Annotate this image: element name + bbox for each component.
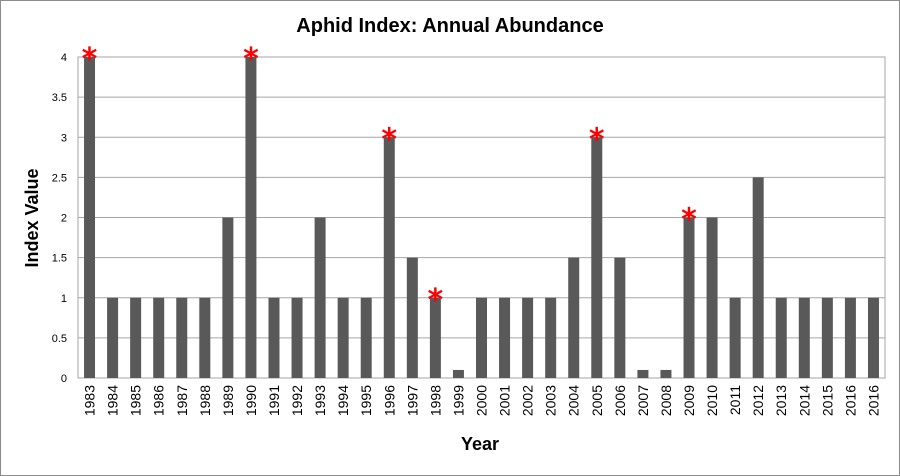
- bar-1987: [176, 297, 188, 378]
- bar-2007: [637, 369, 649, 378]
- bar-1992: [291, 297, 303, 378]
- x-tick-label: 1996: [381, 385, 397, 416]
- x-tick-label: 1988: [197, 385, 213, 416]
- x-tick-label: 2012: [750, 385, 766, 416]
- bar-2015: [821, 297, 833, 378]
- bar-2016: [867, 297, 879, 378]
- x-tick-label: 2014: [796, 385, 812, 416]
- significance-star: *: [243, 42, 259, 77]
- y-tick-label: 3: [61, 132, 67, 144]
- bar-2013: [775, 297, 787, 378]
- bar-2004: [568, 257, 580, 378]
- x-tick-label: 2010: [704, 385, 720, 416]
- bar-2006: [614, 257, 626, 378]
- x-tick-labels: 1983 1984 1985 1986 1987 1988 1989 1990 1991 1992…: [82, 385, 882, 416]
- x-tick-label: 1989: [220, 385, 236, 416]
- x-tick-label: 2003: [543, 385, 559, 416]
- x-tick-label: 2015: [819, 385, 835, 416]
- y-axis-title: Index Value: [22, 168, 42, 267]
- bar-2016: [844, 297, 856, 378]
- x-tick-label: 1995: [358, 385, 374, 416]
- bar-1989: [222, 217, 234, 378]
- x-tick-label: 1994: [335, 385, 351, 416]
- significance-star: *: [428, 283, 444, 318]
- x-tick-label: 2001: [497, 385, 513, 416]
- x-tick-label: 2013: [773, 385, 789, 416]
- chart-title: Aphid Index: Annual Abundance: [296, 15, 603, 37]
- y-tick-label: 2: [61, 213, 67, 225]
- x-tick-label: 2004: [566, 385, 582, 416]
- bar-2008: [660, 369, 672, 378]
- significance-star: *: [82, 42, 98, 77]
- x-tick-label: 1990: [243, 385, 259, 416]
- bar-1997: [406, 257, 418, 378]
- bar-1998: [429, 297, 441, 378]
- x-tick-label: 2011: [727, 385, 743, 415]
- x-tick-label: 2016: [842, 385, 858, 416]
- y-tick-label: 4: [61, 52, 67, 64]
- significance-star: *: [589, 122, 605, 157]
- bar-2010: [706, 217, 718, 378]
- bar-1993: [314, 217, 326, 378]
- bar-1985: [130, 297, 142, 378]
- bar-1988: [199, 297, 211, 378]
- significance-markers: * * * * * *: [82, 42, 697, 318]
- bar-1999: [452, 369, 464, 378]
- x-axis-title: Year: [461, 434, 499, 454]
- bar-2000: [476, 297, 487, 378]
- x-tick-label: 2002: [520, 385, 536, 416]
- bar-1990: [245, 57, 257, 378]
- bar-2012: [752, 177, 764, 378]
- y-tick-label: 0.5: [52, 333, 67, 345]
- x-tick-label: 1987: [174, 385, 190, 416]
- x-tick-label: 1992: [289, 385, 305, 416]
- significance-star: *: [381, 122, 397, 157]
- bar-1984: [107, 297, 119, 378]
- x-tick-label: 1991: [266, 385, 282, 416]
- x-tick-label: 2009: [681, 385, 697, 416]
- bar-2003: [545, 297, 557, 378]
- x-tick-label: 1993: [312, 385, 328, 416]
- bar-2002: [522, 297, 534, 378]
- x-tick-label: 1984: [105, 385, 121, 416]
- x-tick-label: 2000: [474, 385, 490, 416]
- x-tick-label: 1985: [128, 385, 144, 416]
- bar-1995: [360, 297, 372, 378]
- bar-2014: [798, 297, 810, 378]
- y-tick-label: 3.5: [52, 92, 67, 104]
- significance-star: *: [681, 203, 697, 238]
- bar-1991: [268, 297, 280, 378]
- bar-2011: [729, 297, 741, 378]
- x-tick-label: 1999: [450, 385, 466, 416]
- y-tick-label: 1: [61, 293, 67, 305]
- bar-1986: [153, 297, 165, 378]
- bar-2005: [591, 137, 603, 378]
- x-tick-label: 1998: [427, 385, 443, 416]
- y-tick-label: 2.5: [52, 172, 67, 184]
- y-tick-label: 1.5: [52, 253, 67, 265]
- bar-1994: [337, 297, 349, 378]
- x-tick-label: 2006: [612, 385, 628, 416]
- bar-1996: [383, 137, 395, 378]
- bar-2009: [683, 217, 695, 378]
- x-tick-label: 1983: [82, 385, 98, 416]
- x-tick-label: 2005: [589, 385, 605, 416]
- x-tick-label: 2008: [658, 385, 674, 416]
- y-tick-labels: 0 0.5 1 1.5 2 2.5 3 3.5 4: [52, 52, 67, 385]
- x-tick-label: 1997: [404, 385, 420, 416]
- x-tick-label: 2007: [635, 385, 651, 416]
- bars: [84, 57, 879, 378]
- x-tick-label: 2016: [865, 385, 881, 416]
- x-tick-label: 1986: [151, 385, 167, 416]
- y-tick-label: 0: [61, 373, 67, 385]
- bar-2001: [499, 297, 511, 378]
- bar-1983: [84, 57, 96, 378]
